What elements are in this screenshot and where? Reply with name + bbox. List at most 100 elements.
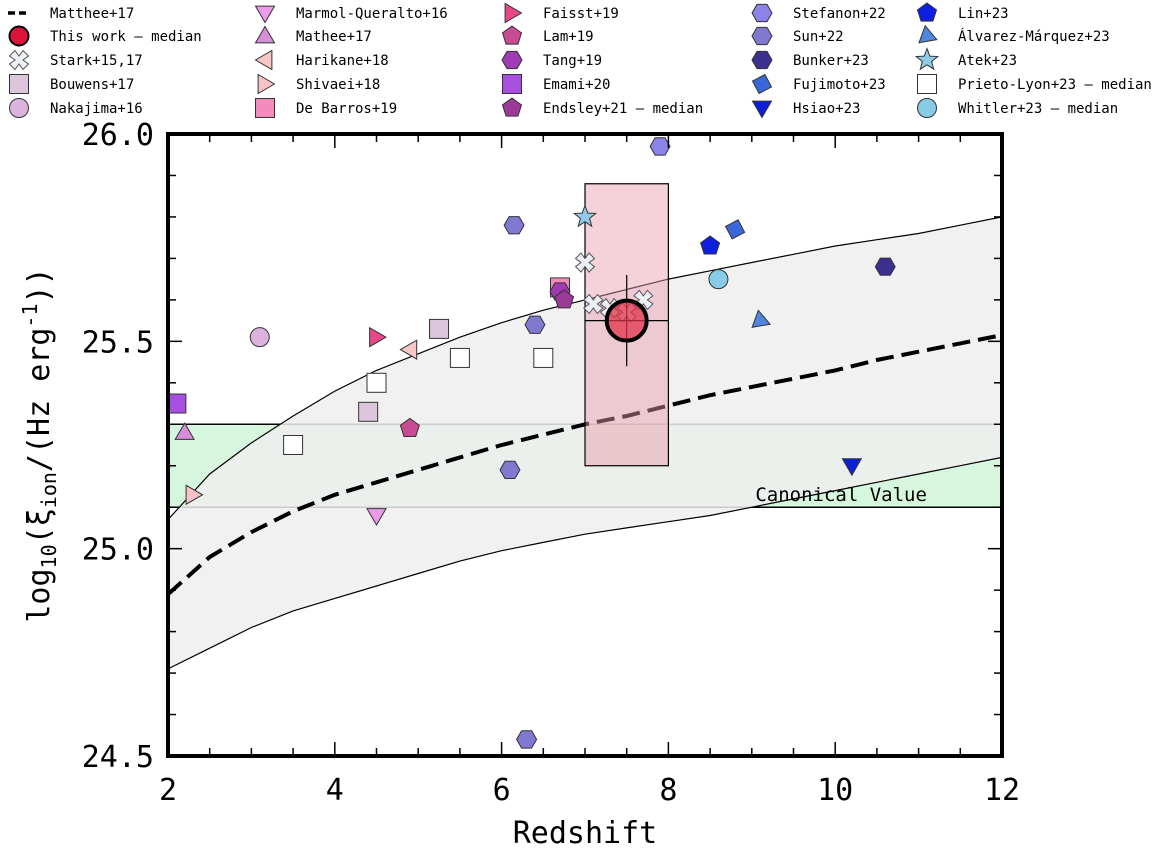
legend-item-hsiao-23: Hsiao+23: [751, 100, 860, 119]
legend-label: Endsley+21 – median: [543, 101, 703, 117]
legend-marker: [751, 100, 773, 119]
legend-item-mathee-17: Mathee+17: [254, 25, 372, 45]
legend-item-emami-20: Emami+20: [502, 74, 610, 94]
legend-marker: [9, 98, 29, 118]
y-axis-label: log10(ξion/(Hz erg-1)): [18, 267, 61, 622]
matthee17-lower-bound-line: [168, 456, 1002, 670]
legend-label: Shivaei+18: [296, 77, 380, 93]
legend-label: Bouwens+17: [50, 77, 134, 93]
x-tick-label: 10: [817, 773, 853, 808]
legend-item-matthee-17: Matthee+17: [8, 6, 134, 22]
legend-item-lin-23: Lin+23: [916, 2, 1009, 22]
marker-hsiao-23-0: [841, 458, 863, 477]
marker-marmol-queralto-16-0: [366, 508, 387, 526]
legend-marker: [501, 25, 523, 45]
legend-marker: [8, 49, 30, 71]
legend-item-bouwens-17: Bouwens+17: [9, 74, 134, 94]
legend-item-shivaei-18: Shivaei+18: [257, 73, 380, 95]
legend-label: Harikane+18: [296, 53, 389, 69]
legend-marker: [917, 74, 937, 94]
legend-item-nakajima-16: Nakajima+16: [9, 98, 143, 118]
legend-label: Álvarez-Márquez+23: [958, 28, 1110, 45]
y-label-close: )): [22, 267, 57, 303]
marker-lam-19-0: [399, 417, 420, 437]
legend-label: Tang+19: [543, 53, 602, 69]
legend-label: Atek+23: [958, 53, 1017, 69]
legend-marker: [751, 50, 773, 70]
legend-marker: [918, 24, 938, 44]
legend-item-prieto-lyon-23-median: Prieto-Lyon+23 – median: [917, 74, 1152, 94]
legend-item-fujimoto-23: Fujimoto+23: [751, 73, 886, 95]
legend-marker: [254, 49, 273, 71]
axis-ticks: 2 4 6 8 10 12 24.5 25.0 25.5 26.0: [82, 118, 1020, 808]
legend-item-endsley-21-median: Endsley+21 – median: [501, 97, 703, 117]
marker-sun-22-2: [499, 460, 521, 479]
legend-item-atek-23: Atek+23: [914, 47, 1017, 71]
legend-label: Prieto-Lyon+23 – median: [958, 77, 1152, 93]
marker-lvarez-m-rquez-23-0: [751, 309, 771, 328]
legend-marker: [751, 73, 773, 95]
legend-item-lvarez-m-rquez-23: Álvarez-Márquez+23: [918, 24, 1110, 45]
marker-atek-23-0: [572, 204, 598, 228]
y-label-ion: ion: [37, 472, 61, 508]
marker-sun-22-0: [503, 216, 525, 235]
marker-prieto-lyon-23-median-0: [283, 435, 304, 455]
legend-marker: [504, 2, 523, 24]
legend-marker: [751, 3, 773, 23]
legend-item-stefanon-22: Stefanon+22: [751, 3, 886, 23]
marker-stark-15-17-1: [583, 293, 604, 315]
legend-label: Lin+23: [958, 6, 1009, 22]
legend-marker: [917, 98, 937, 118]
x-axis-label: Redshift: [513, 816, 658, 851]
legend-label: Sun+22: [793, 29, 844, 45]
legend-label: Nakajima+16: [50, 101, 143, 117]
legend-item-stark-15-17: Stark+15,17: [8, 49, 143, 71]
y-label-exponent: -1: [18, 304, 42, 328]
legend-marker: [916, 2, 938, 22]
y-label-log-base: 10: [37, 544, 61, 568]
x-tick-label: 12: [984, 773, 1020, 808]
legend-marker: [254, 5, 276, 24]
canonical-value-label: Canonical Value: [755, 484, 927, 506]
legend-marker: [751, 26, 773, 46]
legend-label: Stefanon+22: [793, 6, 886, 22]
marker-nakajima-16-0: [249, 327, 270, 348]
marker-endsley-21-median-0: [554, 289, 575, 309]
marker-stark-15-17-0: [574, 252, 596, 273]
legend-marker: [914, 47, 940, 71]
legend-item-faisst-19: Faisst+19: [504, 2, 619, 24]
legend-label: Matthee+17: [50, 6, 134, 22]
marker-lin-23-0: [700, 235, 721, 255]
x-tick-label: 8: [659, 773, 677, 808]
legend: Matthee+17 This work – median Stark+15,17 B…: [8, 2, 1152, 119]
legend-label: Bunker+23: [793, 53, 869, 69]
x-tick-label: 4: [326, 773, 344, 808]
legend-item-tang-19: Tang+19: [501, 50, 602, 70]
legend-item-sun-22: Sun+22: [751, 26, 844, 46]
y-tick-label: 25.5: [82, 325, 154, 360]
marker-shivaei-18-0: [185, 484, 204, 506]
marker-harikane-18-0: [399, 339, 418, 360]
marker-whitler-23-median-0: [708, 269, 729, 290]
legend-item-harikane-18: Harikane+18: [254, 49, 389, 71]
legend-label: Stark+15,17: [50, 53, 143, 69]
legend-label: Emami+20: [543, 77, 610, 93]
marker-bouwens-17-1: [429, 318, 450, 339]
marker-fujimoto-23-0: [724, 219, 746, 240]
y-label-log: log: [22, 568, 57, 622]
legend-marker: [257, 73, 276, 95]
legend-marker: [501, 50, 523, 70]
legend-label: Lam+19: [543, 29, 594, 45]
legend-label: De Barros+19: [296, 101, 397, 117]
legend-marker: [9, 74, 29, 94]
marker-bouwens-17-0: [358, 401, 379, 422]
marker-prieto-lyon-23-median-3: [533, 347, 554, 368]
legend-label: Marmol-Queralto+16: [296, 6, 448, 22]
y-tick-label: 24.5: [82, 740, 154, 775]
marker-prieto-lyon-23-median-2: [449, 347, 470, 368]
legend-label: Hsiao+23: [793, 101, 860, 117]
marker-emami-20-0: [168, 393, 187, 414]
legend-marker: [502, 74, 522, 94]
legend-label: Mathee+17: [296, 29, 372, 45]
